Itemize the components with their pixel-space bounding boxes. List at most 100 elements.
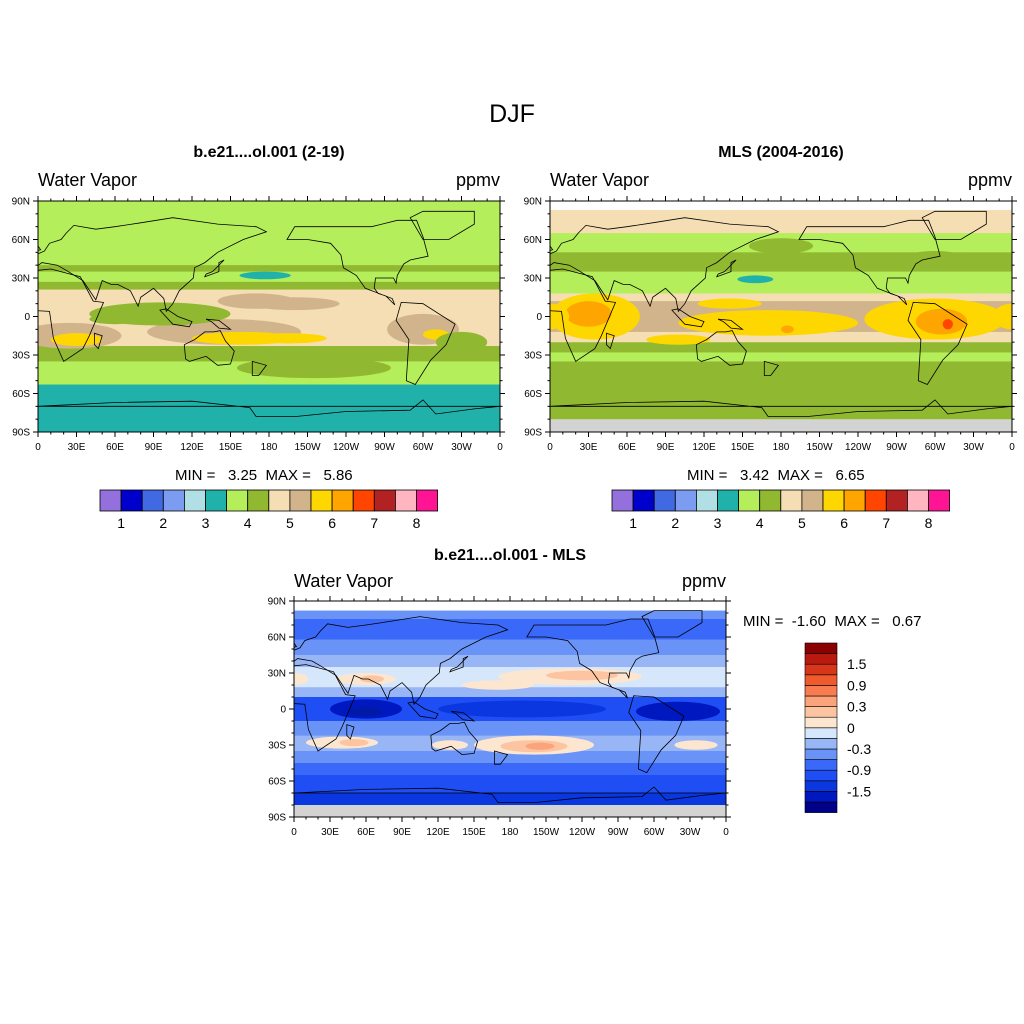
panel-1-contour-region: [249, 333, 327, 344]
colorbar-panel-1-label: 1: [117, 515, 125, 531]
panel-3-band: [294, 601, 726, 611]
panel-3-lon-label: 90W: [608, 827, 629, 838]
colorbar-panel-3-label: 0: [847, 720, 855, 736]
colorbar-panel-3-swatch: [804, 695, 838, 707]
panel-1-lat-label: 90N: [12, 197, 30, 208]
panel-2-contour-region: [902, 251, 968, 267]
panel-1-min-value: 3.25: [227, 467, 258, 484]
panel-1-coastline: [205, 318, 232, 330]
panel-2-lat-label: 90S: [524, 428, 542, 439]
panel-3-map: [294, 601, 726, 817]
panel-2-coastline: [763, 360, 780, 376]
panel-3-band: [294, 639, 726, 655]
panel-1-contour-region: [249, 297, 340, 311]
colorbar-panel-1-label: 7: [370, 515, 378, 531]
panel-3-lon-label: 0: [723, 827, 729, 838]
colorbar-panel-1-swatch: [162, 489, 185, 512]
panel-3-units-label: ppmv: [681, 571, 726, 591]
panel-2-contour-region: [942, 319, 953, 330]
panel-3-coastline: [294, 786, 726, 803]
panel-1-contour-region: [89, 313, 141, 325]
colorbar-panel-3-swatch: [804, 769, 838, 782]
panel-3-lon-label: 120E: [426, 827, 450, 838]
panel-3-lat-label: 60S: [268, 777, 286, 788]
panel-3-lat-label: 60N: [268, 633, 286, 644]
figure-title: DJF: [489, 100, 535, 128]
colorbar-panel-2-label: 7: [882, 515, 890, 531]
panel-3-lat-label: 90N: [268, 597, 286, 608]
panel-3-lon-label: 150W: [533, 827, 560, 838]
panel-3-max-label: MAX =: [834, 613, 880, 630]
panel-3-lat-label: 30N: [268, 669, 286, 680]
panel-1-lat-label: 60S: [12, 389, 30, 400]
colorbar-panel-2-label: 3: [714, 515, 722, 531]
colorbar-panel-3-swatch: [804, 748, 838, 760]
panel-1-max-label: MAX =: [265, 467, 311, 484]
panel-3-coastline: [294, 664, 356, 752]
panel-3-lon-label: 60W: [644, 827, 665, 838]
panel-3-contour-region: [462, 680, 534, 690]
colorbar-panel-1-swatch: [99, 489, 122, 512]
panel-1-min-label: MIN =: [175, 467, 216, 484]
colorbar-panel-1-swatch: [268, 489, 291, 512]
panel-3-band: [294, 763, 726, 775]
panel-2-map: [550, 201, 1012, 432]
panel-3-lon-label: 0: [291, 827, 297, 838]
colorbar-panel-1-swatch: [394, 489, 417, 512]
colorbar-panel-1-swatch: [226, 489, 249, 512]
colorbar-panel-2-swatch: [780, 489, 803, 512]
panel-3-coastline: [449, 655, 469, 673]
panel-2-title: MLS (2004-2016): [718, 144, 844, 161]
panel-2-band: [550, 209, 1012, 234]
panel-2-band: [550, 331, 1012, 343]
colorbar-panel-2-swatch: [653, 489, 676, 512]
panel-3-lat-label: 0: [280, 705, 286, 716]
panel-1-lon-label: 60W: [413, 442, 434, 453]
panel-3-band: [294, 655, 726, 667]
panel-3-coastline: [526, 618, 660, 699]
colorbar-panel-1-label: 8: [413, 515, 421, 531]
panel-3-contour-region: [339, 739, 369, 747]
panel-1-coastline: [38, 217, 268, 313]
panel-1-lon-label: 180: [261, 442, 278, 453]
panel-3-lat-label: 90S: [268, 813, 286, 824]
colorbar-panel-3-swatch: [804, 716, 838, 729]
panel-1-band: [38, 346, 500, 362]
panel-1: 90N 60N 30N 0 30S 60S 90S 0 30E 60E 90E 120E 150E 180…: [12, 196, 505, 453]
panel-1-lon-label: 30E: [68, 442, 86, 453]
colorbar-panel-3-swatch: [804, 663, 838, 676]
panel-1-coastline: [203, 259, 225, 278]
panel-3-band: [294, 721, 726, 736]
panel-2-band: [550, 342, 1012, 353]
colorbar-panel-3-swatch: [804, 727, 838, 739]
panel-2-contour-region: [915, 308, 968, 335]
panel-2-band: [550, 278, 1012, 294]
panel-2-lon-label: 30W: [963, 442, 984, 453]
colorbar-panel-2-swatch: [717, 489, 740, 512]
panel-2-contour-region: [678, 310, 859, 336]
panel-3-coastline: [407, 701, 439, 720]
colorbar-panel-3-swatch: [804, 706, 838, 718]
panel-3-contour-region: [349, 706, 383, 717]
panel-2-min-value: 3.42: [739, 467, 770, 484]
colorbar-panel-3: 1.5 0.9 0.3 0 -0.3 -0.9 -1.5: [804, 642, 871, 813]
panel-2-lon-label: 60W: [925, 442, 946, 453]
panel-2-contour-region: [748, 238, 814, 254]
panel-2-contour-region: [646, 334, 711, 345]
panel-3-coastline: [294, 616, 509, 706]
panel-3-contour-region: [294, 673, 309, 685]
colorbar-panel-3-swatch: [804, 674, 838, 686]
panel-1-max-value: 5.86: [323, 467, 353, 484]
panel-2-lat-label: 0: [536, 312, 542, 323]
colorbar-panel-1-swatch: [289, 489, 312, 512]
panel-2-coastline: [921, 210, 987, 240]
panel-1-units-label: ppmv: [455, 170, 500, 190]
colorbar-panel-1-swatch: [120, 489, 143, 512]
panel-1-lon-label: 60E: [106, 442, 124, 453]
panel-2-coastline: [671, 308, 705, 328]
panel-3-contour-region: [636, 701, 720, 722]
colorbar-panel-1-swatch: [183, 489, 206, 512]
colorbar-panel-2-swatch: [611, 489, 634, 512]
colorbar-panel-1-label: 4: [244, 515, 252, 531]
colorbar-panel-2-label: 5: [798, 515, 806, 531]
